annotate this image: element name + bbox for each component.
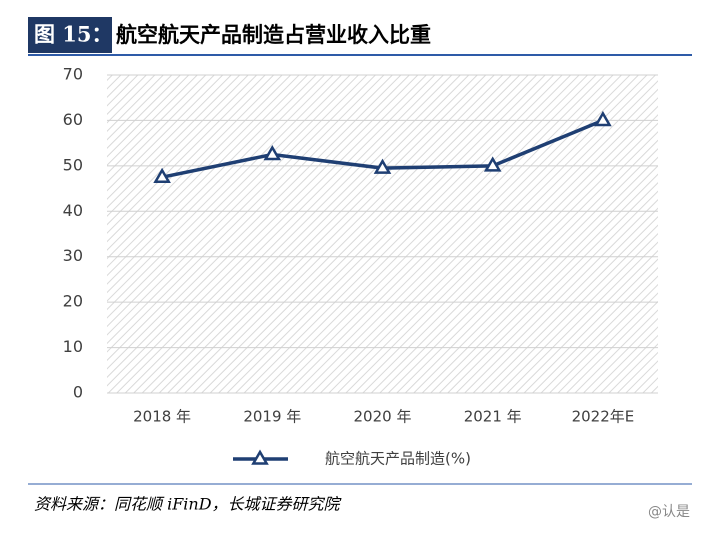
y-tick-label: 60 xyxy=(63,110,83,129)
x-tick-label: 2022年E xyxy=(572,408,635,426)
legend-label: 航空航天产品制造(%) xyxy=(325,450,471,468)
point-marker xyxy=(153,167,171,184)
plot-area xyxy=(107,75,658,393)
point-marker xyxy=(483,156,502,172)
title-box xyxy=(28,17,112,53)
point-marker xyxy=(594,110,612,127)
y-tick-label: 30 xyxy=(63,246,83,265)
x-tick-label: 2021 年 xyxy=(464,408,522,426)
legend-marker xyxy=(251,449,269,465)
y-tick-label: 0 xyxy=(73,383,83,402)
watermark: @认是 xyxy=(648,504,690,520)
figure-label: 图 15： xyxy=(34,22,113,47)
title: 航空航天产品制造占营业收入比重 xyxy=(116,23,431,47)
y-tick-label: 70 xyxy=(63,65,83,84)
point-marker xyxy=(373,158,392,174)
x-tick-label: 2020 年 xyxy=(354,408,412,426)
point-marker xyxy=(263,144,282,161)
y-tick-label: 40 xyxy=(63,201,83,220)
x-tick-label: 2018 年 xyxy=(133,408,191,426)
y-tick-label: 10 xyxy=(63,337,83,356)
y-tick-label: 20 xyxy=(63,292,83,311)
source: 资料来源：同花顺 iFinD，长城证券研究院 xyxy=(34,495,343,514)
y-tick-label: 50 xyxy=(63,155,83,174)
x-tick-label: 2019 年 xyxy=(243,408,301,426)
